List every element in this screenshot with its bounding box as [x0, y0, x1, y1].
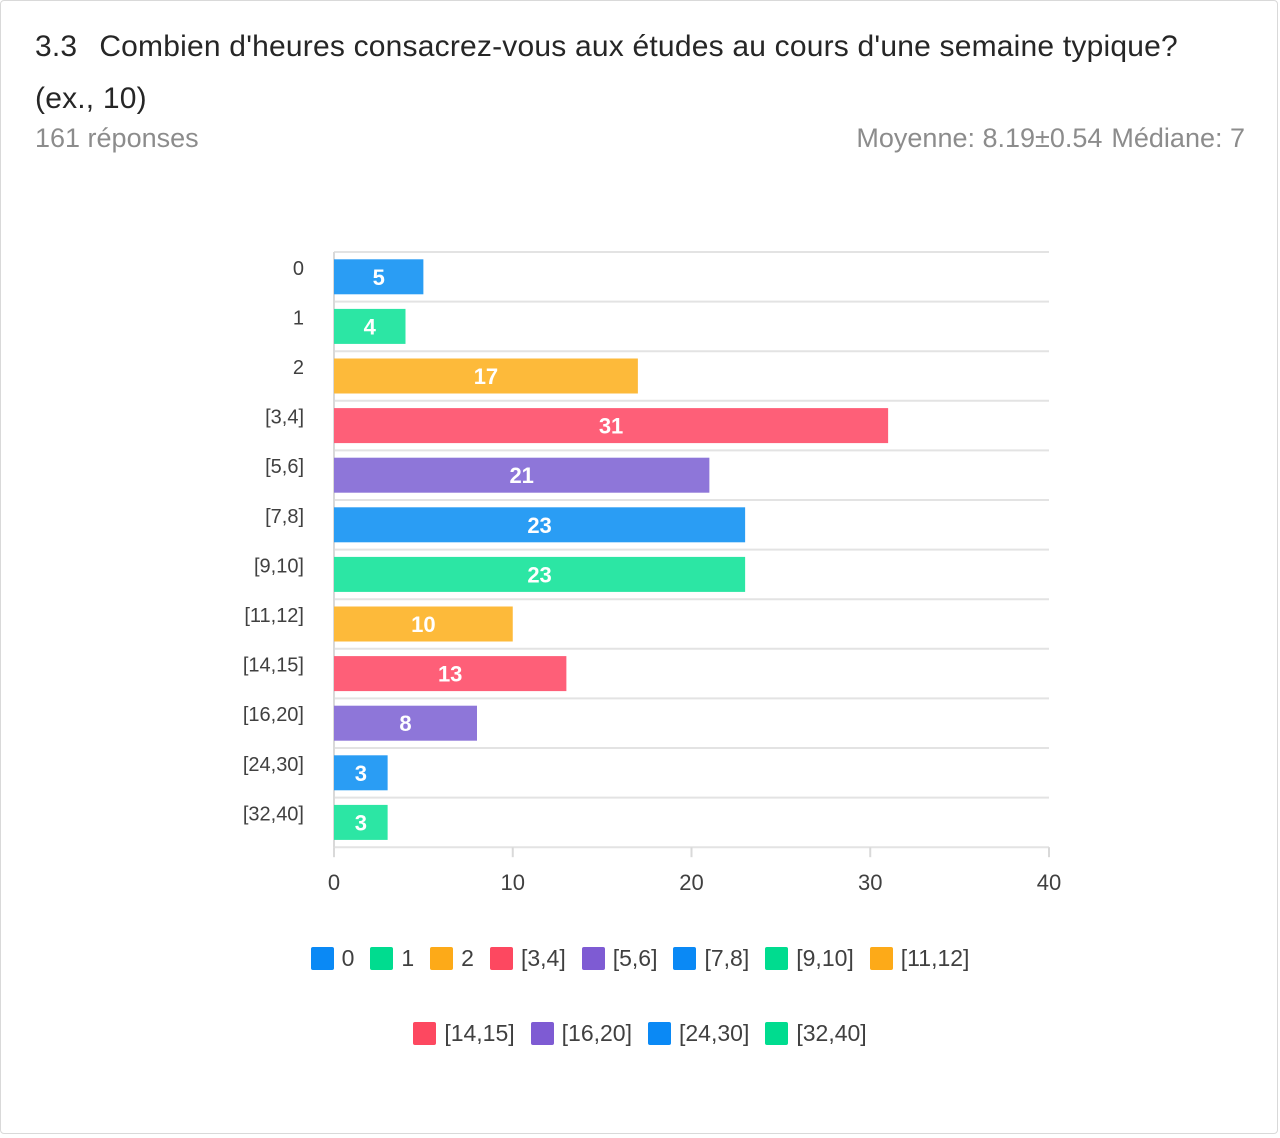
legend-label: [24,30]	[679, 1020, 750, 1046]
legend-item[interactable]: [5,6]	[581, 945, 658, 972]
y-category-label: 0	[293, 258, 304, 280]
legend-swatch	[648, 1022, 671, 1045]
legend-swatch	[413, 1022, 437, 1045]
legend-row-1: 0 1 2 [3,4] [5,6] [7,8] [9,10] [11,12]	[0, 945, 1280, 972]
legend-label: 0	[341, 945, 355, 971]
legend-item[interactable]: [32,40]	[765, 1020, 867, 1047]
legend-swatch	[869, 947, 893, 970]
bar-7	[334, 606, 513, 642]
bar-value-label: 8	[399, 711, 411, 736]
legend-item[interactable]: [9,10]	[765, 945, 854, 972]
question-title: 3.3 Combien d'heures consacrez-vous aux é…	[35, 21, 1235, 125]
bar-value-label: 10	[411, 612, 435, 637]
y-category-label: [9,10]	[254, 555, 304, 577]
x-tick-label: 40	[1037, 870, 1061, 895]
legend-item[interactable]: [16,20]	[530, 1020, 632, 1047]
question-text: Combien d'heures consacrez-vous aux étud…	[35, 30, 1178, 115]
legend-swatch	[310, 947, 334, 970]
legend-swatch	[673, 947, 697, 970]
bar-8	[334, 656, 567, 692]
legend-item[interactable]: 1	[370, 945, 414, 972]
y-category-label: 1	[293, 307, 304, 329]
x-tick-label: 30	[858, 870, 882, 895]
legend-row-2: [14,15] [16,20] [24,30] [32,40]	[0, 1020, 1280, 1047]
bar-1	[334, 308, 406, 344]
y-category-label: [24,30]	[243, 754, 304, 776]
bar-2	[334, 358, 638, 394]
bar-11	[334, 804, 388, 840]
legend-label: [9,10]	[796, 945, 854, 971]
legend-label: [14,15]	[444, 1020, 515, 1046]
y-category-label: [11,12]	[244, 605, 304, 627]
y-category-label: [32,40]	[243, 803, 304, 825]
legend-swatch	[370, 947, 394, 970]
bar-10	[334, 755, 388, 791]
bar-value-label: 17	[474, 364, 498, 389]
y-category-label: 2	[293, 357, 304, 379]
legend-swatch	[530, 1022, 554, 1045]
y-category-label: [7,8]	[265, 506, 304, 528]
bar-value-label: 4	[364, 314, 377, 339]
legend-label: 1	[401, 945, 415, 971]
bar-4	[334, 457, 710, 493]
legend-swatch	[430, 947, 454, 970]
response-count: 161 réponses	[35, 123, 199, 153]
y-category-label: [3,4]	[265, 407, 304, 429]
legend-label: [16,20]	[561, 1020, 632, 1046]
x-tick-label: 20	[679, 870, 703, 895]
bar-chart: 0 10 20 30 40504117231[3,4]21[5,6]23[7,8]23[…	[243, 251, 1061, 895]
legend-label: [11,12]	[900, 945, 970, 971]
bar-9	[334, 705, 477, 741]
bar-5	[334, 507, 746, 543]
legend-item[interactable]: [14,15]	[413, 1020, 515, 1047]
bar-value-label: 3	[355, 761, 367, 786]
legend-swatch	[765, 947, 789, 970]
legend-label: 2	[461, 945, 474, 971]
bar-value-label: 23	[527, 562, 551, 587]
bar-6	[334, 556, 746, 592]
bar-value-label: 5	[373, 265, 385, 290]
bar-0	[334, 259, 424, 295]
y-category-label: [16,20]	[243, 704, 304, 726]
legend-swatch	[581, 947, 605, 970]
legend-label: [7,8]	[704, 945, 750, 971]
question-number: 3.3	[35, 30, 78, 63]
bar-value-label: 3	[355, 810, 367, 835]
bar-value-label: 13	[438, 662, 462, 687]
bar-value-label: 21	[509, 463, 533, 488]
x-tick-label: 10	[501, 870, 525, 895]
legend-swatch	[489, 947, 513, 970]
bar-value-label: 31	[599, 414, 623, 439]
legend-item[interactable]: 2	[430, 945, 474, 972]
y-category-label: [14,15]	[243, 655, 304, 677]
legend-label: [32,40]	[796, 1020, 867, 1046]
legend-label: [5,6]	[612, 945, 658, 971]
legend-item[interactable]: [3,4]	[489, 945, 566, 972]
legend-item[interactable]: [7,8]	[673, 945, 749, 972]
legend-label: [3,4]	[520, 945, 566, 971]
legend-item[interactable]: 0	[310, 945, 355, 972]
legend-swatch	[765, 1022, 789, 1045]
legend-item[interactable]: [11,12]	[869, 945, 970, 972]
mean-stat: Moyenne: 8.19±0.54	[856, 123, 1103, 153]
summary-stats: Moyenne: 8.19±0.54 Médiane: 7	[856, 123, 1245, 154]
y-category-label: [5,6]	[265, 456, 304, 478]
bar-3	[334, 408, 889, 444]
bar-value-label: 23	[527, 513, 551, 538]
legend-item[interactable]: [24,30]	[648, 1020, 749, 1047]
median-stat: Médiane: 7	[1111, 123, 1245, 153]
x-tick-label: 0	[328, 870, 340, 895]
